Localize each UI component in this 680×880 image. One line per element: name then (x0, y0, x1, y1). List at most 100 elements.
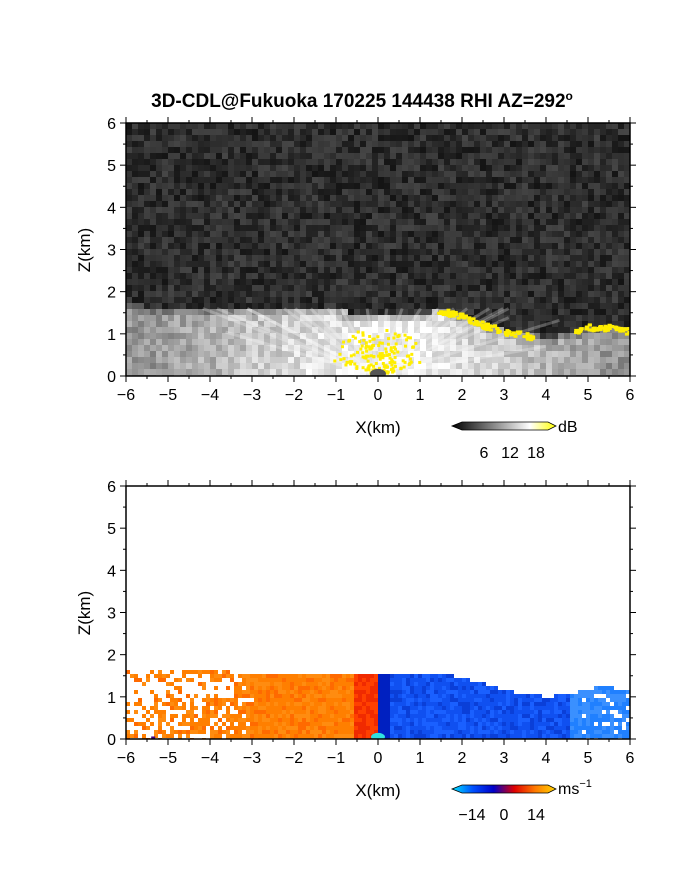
snr-cell (366, 147, 372, 153)
snr-cell (258, 345, 264, 351)
snr-cell (246, 147, 252, 153)
snr-cell (216, 189, 222, 195)
snr-cell (348, 351, 354, 357)
snr-cell (192, 201, 198, 207)
velocity-cell (294, 682, 298, 686)
snr-cell (288, 249, 294, 255)
snr-cell (576, 225, 582, 231)
snr-x-tick-label: 1 (416, 387, 425, 404)
velocity-cell (294, 678, 298, 682)
snr-cell (480, 195, 486, 201)
snr-cell (618, 177, 624, 183)
snr-cell (318, 129, 324, 135)
velocity-cell (554, 706, 558, 710)
velocity-cell (426, 690, 430, 694)
velocity-cell (478, 690, 482, 694)
snr-cell (510, 123, 516, 129)
snr-cell (570, 195, 576, 201)
velocity-cell (522, 694, 526, 698)
snr-cell (540, 273, 546, 279)
snr-cell (312, 255, 318, 261)
snr-cell (168, 177, 174, 183)
velocity-cell (302, 706, 306, 710)
snr-cell (192, 285, 198, 291)
snr-cell (300, 321, 306, 327)
snr-cell (408, 273, 414, 279)
snr-cell (510, 303, 516, 309)
snr-cell (282, 219, 288, 225)
snr-cell (558, 231, 564, 237)
snr-cell (300, 357, 306, 363)
velocity-cell (618, 706, 622, 710)
snr-cell (192, 249, 198, 255)
snr-colorbar-tick: 12 (501, 445, 519, 462)
snr-cell (336, 123, 342, 129)
velocity-cell (450, 682, 454, 686)
snr-cell (186, 357, 192, 363)
snr-cell (378, 195, 384, 201)
snr-cell (576, 123, 582, 129)
snr-cell (420, 183, 426, 189)
snr-cell (432, 177, 438, 183)
snr-cell (342, 129, 348, 135)
snr-cell (288, 159, 294, 165)
snr-cell (594, 309, 600, 315)
snr-cell (210, 177, 216, 183)
snr-cell (300, 183, 306, 189)
snr-cell (228, 159, 234, 165)
snr-cell (444, 141, 450, 147)
snr-cell (198, 273, 204, 279)
snr-cell (492, 225, 498, 231)
velocity-cell (222, 698, 226, 702)
velocity-cell (354, 698, 358, 702)
snr-cell (306, 123, 312, 129)
snr-cell (576, 183, 582, 189)
snr-cell (378, 297, 384, 303)
snr-cell (312, 153, 318, 159)
snr-cell (282, 369, 288, 375)
velocity-cell (302, 686, 306, 690)
snr-cell (192, 123, 198, 129)
snr-cell (408, 147, 414, 153)
snr-cell (552, 129, 558, 135)
velocity-cell (586, 698, 590, 702)
snr-cell (330, 237, 336, 243)
velocity-cell (206, 710, 210, 714)
velocity-cell (278, 674, 282, 678)
velocity-cell (410, 674, 414, 678)
snr-cell (306, 213, 312, 219)
snr-cell (168, 309, 174, 315)
snr-cell (372, 345, 378, 351)
velocity-cell (298, 682, 302, 686)
snr-cell (576, 177, 582, 183)
snr-cell (138, 141, 144, 147)
snr-cell (360, 135, 366, 141)
snr-cell (534, 309, 540, 315)
snr-cell (174, 249, 180, 255)
snr-cell (186, 345, 192, 351)
snr-cell (270, 183, 276, 189)
snr-cell (156, 321, 162, 327)
velocity-cell (606, 710, 610, 714)
snr-cell (126, 177, 132, 183)
snr-cell (606, 153, 612, 159)
snr-cell (180, 351, 186, 357)
snr-cell (306, 297, 312, 303)
snr-cell (258, 135, 264, 141)
snr-cell (300, 285, 306, 291)
snr-cell (174, 267, 180, 273)
snr-cell (486, 225, 492, 231)
velocity-cell (374, 702, 378, 706)
velocity-cell (182, 674, 186, 678)
snr-cell (498, 213, 504, 219)
snr-cell (264, 297, 270, 303)
snr-cell (408, 207, 414, 213)
snr-cell (372, 141, 378, 147)
snr-cell (174, 297, 180, 303)
snr-cell (594, 243, 600, 249)
snr-cell (318, 309, 324, 315)
snr-cell (384, 225, 390, 231)
velocity-cell (594, 702, 598, 706)
snr-cell (132, 363, 138, 369)
snr-cell (516, 249, 522, 255)
